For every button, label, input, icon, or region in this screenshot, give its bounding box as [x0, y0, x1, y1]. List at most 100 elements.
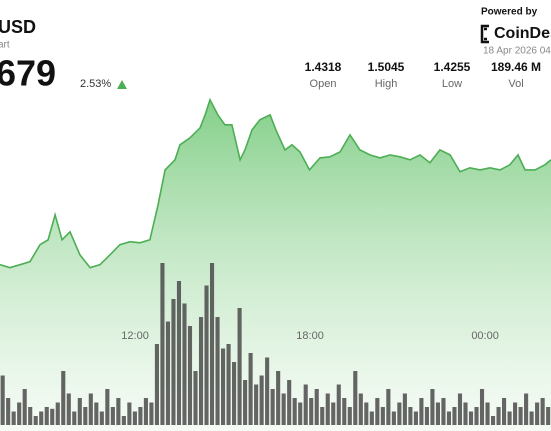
volume-bar	[61, 371, 66, 425]
volume-bar	[546, 407, 551, 425]
volume-bar	[121, 416, 126, 425]
volume-bar	[380, 407, 385, 425]
volume-bar	[479, 389, 485, 425]
volume-bar	[6, 398, 11, 425]
volume-bar	[28, 407, 33, 425]
volume-bar	[281, 393, 286, 425]
volume-bar	[265, 357, 270, 425]
volume-bar	[457, 393, 463, 425]
volume-bar	[529, 411, 534, 425]
volume-bar	[397, 402, 402, 425]
volume-bar	[502, 398, 507, 425]
brand-icon	[480, 24, 489, 44]
volume-bar	[276, 371, 281, 425]
volume-bar	[369, 411, 374, 425]
volume-bar	[353, 371, 358, 425]
volume-bar	[116, 398, 121, 425]
volume-bar	[110, 407, 115, 425]
change: 2.53%	[80, 78, 111, 90]
volume-bar	[72, 411, 77, 425]
volume-bar	[248, 353, 253, 425]
volume-bar	[182, 303, 187, 425]
volume-bar	[50, 408, 55, 425]
stat-value: 1.4255	[434, 60, 471, 74]
volume-bar	[298, 402, 303, 425]
volume-bar	[105, 389, 110, 425]
stat-label: Open	[310, 78, 337, 90]
volume-bar	[149, 402, 154, 425]
volume-bar	[419, 398, 424, 425]
volume-bar	[325, 393, 330, 425]
volume-bar	[259, 375, 264, 425]
volume-bar	[441, 398, 446, 425]
volume-bar	[138, 407, 143, 425]
stat-value: 1.4318	[305, 60, 342, 74]
volume-bar	[336, 384, 341, 425]
volume-bar	[94, 402, 99, 425]
volume-bar	[386, 389, 391, 425]
volume-bar	[55, 402, 60, 425]
stat-value: 1.5045	[368, 60, 405, 74]
x-tick-label: 18:00	[296, 330, 324, 342]
volume-bar	[99, 411, 104, 425]
volume-bar	[485, 402, 490, 425]
volume-bar	[314, 389, 319, 425]
volume-bar	[430, 389, 435, 425]
up-arrow	[117, 80, 127, 89]
volume-bar	[33, 416, 38, 425]
volume-bar	[254, 384, 259, 425]
volume-bar	[287, 380, 292, 425]
volume-bar	[292, 398, 297, 425]
volume-bar	[171, 299, 176, 425]
volume-bar	[463, 402, 468, 425]
volume-bar	[408, 407, 413, 425]
volume-bar	[154, 344, 159, 425]
volume-bar	[83, 407, 88, 425]
volume-bar	[39, 411, 44, 425]
volume-bar	[496, 407, 501, 425]
volume-bar	[518, 407, 523, 425]
volume-bar	[143, 398, 148, 425]
volume-bar	[221, 348, 226, 425]
volume-bar	[0, 375, 5, 425]
volume-bar	[452, 407, 457, 425]
stat-label: High	[375, 78, 398, 90]
volume-bar	[424, 407, 429, 425]
price-line	[0, 97, 551, 269]
pair: USD	[0, 17, 36, 37]
stat-label: Vol	[508, 78, 523, 90]
volume-bar	[535, 402, 540, 425]
powered-by: Powered by	[481, 7, 538, 18]
volume-bar	[232, 362, 237, 425]
volume-bar	[226, 344, 231, 425]
price-area	[0, 99, 551, 431]
volume-bar	[468, 411, 474, 425]
stat-value: 189.46 M	[491, 60, 541, 74]
volume-bar	[331, 402, 336, 425]
volume-bar	[237, 308, 242, 425]
volume-bar	[513, 402, 518, 425]
volume-bar	[88, 393, 93, 425]
volume-bar	[540, 398, 545, 425]
volume-bar	[391, 411, 396, 425]
volume-bar	[204, 285, 209, 425]
volume-bar	[209, 263, 215, 425]
volume-bar	[490, 416, 496, 425]
volume-bar	[243, 380, 248, 425]
volume-bar	[22, 389, 27, 425]
volume-bar	[176, 281, 182, 425]
date: 18 Apr 2026 04	[483, 46, 551, 57]
stat-label: Low	[442, 78, 462, 90]
price: 679	[0, 53, 56, 94]
volume-bar	[364, 402, 369, 425]
volume-bar	[198, 317, 204, 425]
volume-bar	[193, 371, 198, 425]
volume-bar	[215, 317, 220, 425]
subtitle: art	[0, 40, 10, 51]
volume-bar	[309, 398, 314, 425]
volume-bar	[320, 407, 325, 425]
volume-bar	[66, 393, 71, 425]
volume-bar	[358, 393, 363, 425]
